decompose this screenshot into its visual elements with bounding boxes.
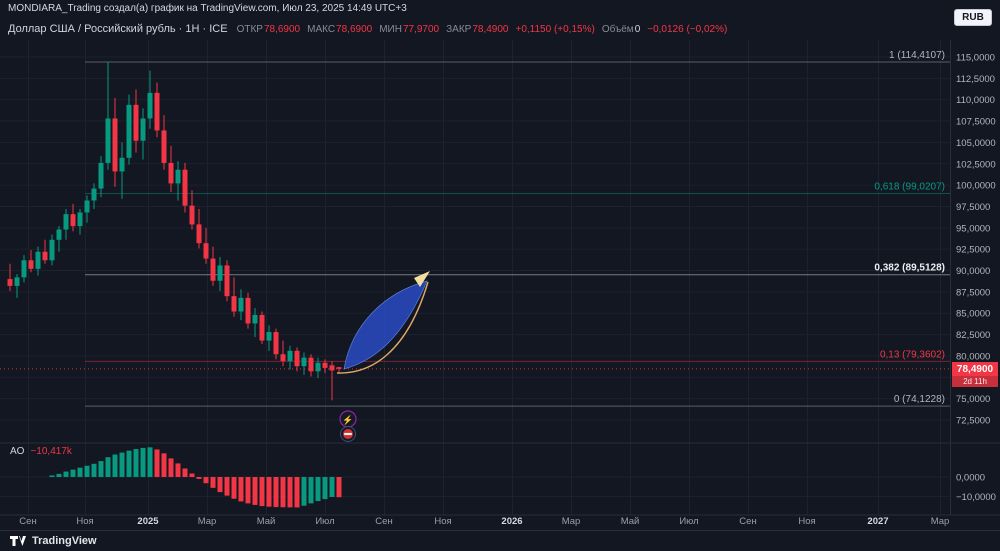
svg-text:112,5000: 112,5000 [956, 74, 995, 85]
fib-labels: 1 (114,4107) 0,618 (99,0207) 0,382 (89,512… [874, 50, 945, 405]
price-axis[interactable]: 115,0000 112,5000 110,0000 107,5000 105,0000… [956, 53, 996, 503]
lightning-icon[interactable]: ⚡ [339, 410, 357, 428]
pane-separators [0, 40, 1000, 516]
svg-text:2025: 2025 [137, 516, 159, 527]
ohlc-open: ОТКР 78,6900 [236, 23, 301, 35]
fib-retracement-drawing[interactable] [85, 61, 950, 407]
candlestick-series [7, 62, 342, 401]
attribution-text: MONDIARA_Trading создал(а) график на Tra… [8, 3, 407, 14]
svg-text:97,5000: 97,5000 [956, 202, 990, 213]
svg-text:107,5000: 107,5000 [956, 117, 996, 128]
svg-text:115,0000: 115,0000 [956, 53, 995, 64]
svg-text:2027: 2027 [867, 516, 888, 527]
ohlc-low: МИН 77,9700 [379, 23, 440, 35]
svg-text:0,618 (99,0207): 0,618 (99,0207) [874, 181, 945, 192]
svg-text:2026: 2026 [501, 516, 522, 527]
svg-text:87,5000: 87,5000 [956, 287, 990, 298]
symbol-info-bar: Доллар США / Российский рубль · 1Н · ICE… [8, 21, 727, 37]
tradingview-logo-text[interactable]: TradingView [32, 535, 97, 547]
ao-label: AO [10, 446, 25, 457]
svg-text:⚡: ⚡ [342, 414, 353, 426]
svg-text:90,0000: 90,0000 [956, 266, 990, 277]
svg-text:Мар: Мар [198, 516, 217, 527]
svg-text:105,0000: 105,0000 [956, 138, 996, 149]
ao-indicator-legend[interactable]: AO −10,417k [10, 446, 72, 457]
bar-countdown-badge: 2d 11h [952, 376, 998, 387]
ohlc-high: МАКС 78,6900 [307, 23, 373, 35]
svg-text:92,5000: 92,5000 [956, 245, 990, 256]
svg-text:0 (74,1228): 0 (74,1228) [894, 394, 945, 405]
svg-text:100,0000: 100,0000 [956, 181, 996, 192]
svg-text:Ноя: Ноя [76, 516, 93, 527]
symbol-title[interactable]: Доллар США / Российский рубль · 1Н · ICE [8, 23, 228, 35]
ao-value: −10,417k [30, 446, 72, 457]
tradingview-logo-icon[interactable] [10, 535, 26, 547]
svg-text:Ноя: Ноя [798, 516, 815, 527]
time-axis[interactable]: Сен Ноя 2025 Мар Май Июл Сен Ноя 2026 Мар Май Июл Се… [19, 516, 949, 527]
svg-text:Сен: Сен [739, 516, 756, 527]
svg-text:75,0000: 75,0000 [956, 394, 990, 405]
svg-text:102,5000: 102,5000 [956, 159, 996, 170]
svg-text:82,5000: 82,5000 [956, 330, 990, 341]
svg-text:0,13 (79,3602): 0,13 (79,3602) [880, 349, 945, 360]
svg-text:Июл: Июл [679, 516, 698, 527]
svg-text:Май: Май [257, 516, 276, 527]
svg-text:−10,0000: −10,0000 [956, 492, 996, 503]
svg-text:Мар: Мар [931, 516, 950, 527]
svg-text:Сен: Сен [375, 516, 392, 527]
svg-text:Ноя: Ноя [434, 516, 451, 527]
curve-projection-drawing[interactable] [336, 271, 430, 374]
ohlc-close: ЗАКР 78,4900 [446, 23, 509, 35]
svg-text:95,0000: 95,0000 [956, 223, 990, 234]
ao-histogram [49, 447, 342, 508]
svg-text:110,0000: 110,0000 [956, 95, 995, 106]
volume-change: −0,0126 (−0,02%) [647, 23, 728, 35]
svg-text:1 (114,4107): 1 (114,4107) [889, 50, 945, 61]
svg-text:Мар: Мар [562, 516, 581, 527]
last-price-badge[interactable]: 78,4900 [952, 362, 998, 376]
bottom-toolbar: TradingView [0, 530, 1000, 551]
price-change: +0,1150 (+0,15%) [515, 23, 595, 35]
currency-toggle-button[interactable]: RUB [954, 9, 992, 26]
attribution-bar: MONDIARA_Trading создал(а) график на Tra… [0, 0, 1000, 18]
svg-text:72,5000: 72,5000 [956, 416, 990, 427]
svg-text:85,0000: 85,0000 [956, 309, 990, 320]
svg-text:Июл: Июл [315, 516, 334, 527]
svg-text:0,382 (89,5128): 0,382 (89,5128) [874, 263, 945, 274]
svg-text:80,0000: 80,0000 [956, 351, 990, 362]
svg-text:Май: Май [621, 516, 640, 527]
volume-legend[interactable]: Объём 0 [601, 23, 641, 35]
svg-text:Сен: Сен [19, 516, 36, 527]
no-entry-icon[interactable] [340, 426, 356, 442]
grid [0, 40, 950, 515]
svg-text:0,0000: 0,0000 [956, 473, 985, 484]
